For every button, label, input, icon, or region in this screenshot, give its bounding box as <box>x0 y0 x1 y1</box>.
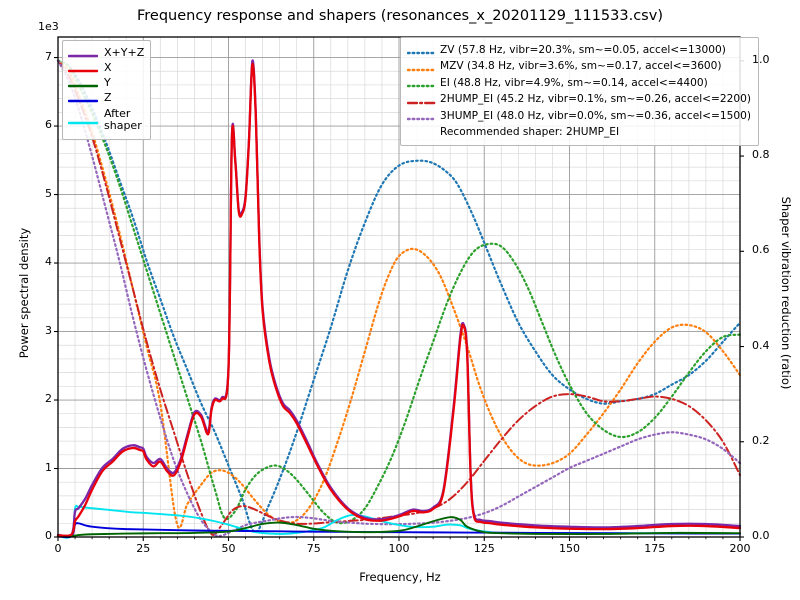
legend-item-label: EI (48.8 Hz, vibr=4.9%, sm~=0.14, accel<… <box>440 76 708 89</box>
x-tick-label: 25 <box>136 542 151 555</box>
x-tick-label: 75 <box>306 542 321 555</box>
y2-tick-label: 1.0 <box>752 52 770 66</box>
y-tick-label: 4 <box>45 255 52 269</box>
legend-swatch-icon <box>406 110 438 122</box>
legend-item-z[interactable]: Z <box>67 90 144 105</box>
y2-tick-label: 0.6 <box>752 243 770 257</box>
legend-item-label: Z <box>104 90 112 104</box>
page-title: Frequency response and shapers (resonanc… <box>137 8 663 24</box>
legend-swatch-icon <box>406 44 438 56</box>
legend-item-3hump_ei[interactable]: 3HUMP_EI (48.0 Hz, vibr=0.0%, sm~=0.36, … <box>406 108 751 125</box>
y-tick-label: 7 <box>45 49 52 63</box>
recommended-shaper-label: Recommended shaper: 2HUMP_EI <box>440 126 620 139</box>
legend-swatch-icon <box>406 61 438 73</box>
legend-item-after-shaper[interactable]: After shaper <box>67 105 144 135</box>
legend-item-mzv[interactable]: MZV (34.8 Hz, vibr=3.6%, sm~=0.17, accel… <box>406 59 751 76</box>
x-tick-label: 100 <box>388 542 410 555</box>
x-tick-label: 175 <box>644 542 666 555</box>
x-tick-label: 150 <box>559 542 580 555</box>
y-tick-label: 5 <box>45 186 52 200</box>
y2-tick-label: 0.8 <box>752 148 770 162</box>
y-tick-label: 0 <box>45 529 52 542</box>
legend-shapers: ZV (57.8 Hz, vibr=20.3%, sm~=0.05, accel… <box>400 37 759 146</box>
psd-curves <box>56 59 742 539</box>
y2-tick-label: 0.0 <box>752 529 770 542</box>
legend-item-zv[interactable]: ZV (57.8 Hz, vibr=20.3%, sm~=0.05, accel… <box>406 42 751 59</box>
legend-swatch-icon <box>67 62 99 74</box>
legend-item-label: X+Y+Z <box>104 45 145 59</box>
shaper-curve-ei <box>56 59 742 525</box>
y-tick-label: 1 <box>45 460 52 474</box>
legend-swatch-icon <box>67 92 99 104</box>
y2-tick-label: 0.4 <box>752 338 770 352</box>
legend-item-label: 2HUMP_EI (45.2 Hz, vibr=0.1%, sm~=0.26, … <box>440 93 751 106</box>
legend-psd: X+Y+Z X Y Z After shaper <box>62 40 152 140</box>
psd-curve-y <box>57 516 741 538</box>
x-tick-label: 50 <box>221 542 236 555</box>
shaper-curve-3hump_ei <box>56 59 742 538</box>
x-tick-label: 0 <box>54 542 62 555</box>
legend-item-label: Y <box>104 75 111 89</box>
shaper-curves <box>56 59 742 538</box>
axis-ticks <box>54 56 744 541</box>
legend-item-y[interactable]: Y <box>67 75 144 90</box>
legend-item-label: 3HUMP_EI (48.0 Hz, vibr=0.0%, sm~=0.36, … <box>440 109 751 122</box>
legend-swatch-icon <box>67 114 99 126</box>
legend-swatch-icon <box>406 77 438 89</box>
x-tick-label: 125 <box>473 542 495 555</box>
psd-curve-z <box>57 522 741 539</box>
y-tick-label: 2 <box>45 392 52 405</box>
legend-item-label: After shaper <box>104 107 142 132</box>
y-tick-label: 6 <box>45 118 52 132</box>
y-tick-label: 3 <box>45 323 52 337</box>
legend-item-x[interactable]: X <box>67 60 144 75</box>
legend-item-ei[interactable]: EI (48.8 Hz, vibr=4.9%, sm~=0.14, accel<… <box>406 75 751 92</box>
psd-curve-x <box>56 63 742 537</box>
shaper-curve-mzv <box>56 59 742 529</box>
x-axis-label: Frequency, Hz <box>359 570 441 584</box>
shaper-curve-zv <box>56 59 742 534</box>
legend-item-label: X <box>104 60 112 74</box>
y-axis-multiplier: 1e3 <box>38 20 59 33</box>
legend-swatch-icon <box>406 94 438 106</box>
legend-item-label: ZV (57.8 Hz, vibr=20.3%, sm~=0.05, accel… <box>440 43 726 56</box>
legend-item-2hump_ei[interactable]: 2HUMP_EI (45.2 Hz, vibr=0.1%, sm~=0.26, … <box>406 92 751 109</box>
legend-swatch-icon <box>67 47 99 59</box>
y2-tick-label: 0.2 <box>752 433 770 447</box>
recommended-shaper-note: Recommended shaper: 2HUMP_EI <box>407 125 751 142</box>
x-tick-label: 200 <box>729 542 751 555</box>
legend-swatch-icon <box>67 77 99 89</box>
y-axis-label: Power spectral density <box>17 227 31 359</box>
secondary-y-axis-label: Shaper vibration reduction (ratio) <box>779 196 793 390</box>
legend-item-label: MZV (34.8 Hz, vibr=3.6%, sm~=0.17, accel… <box>440 60 722 73</box>
legend-item-x-y-z[interactable]: X+Y+Z <box>67 45 145 60</box>
